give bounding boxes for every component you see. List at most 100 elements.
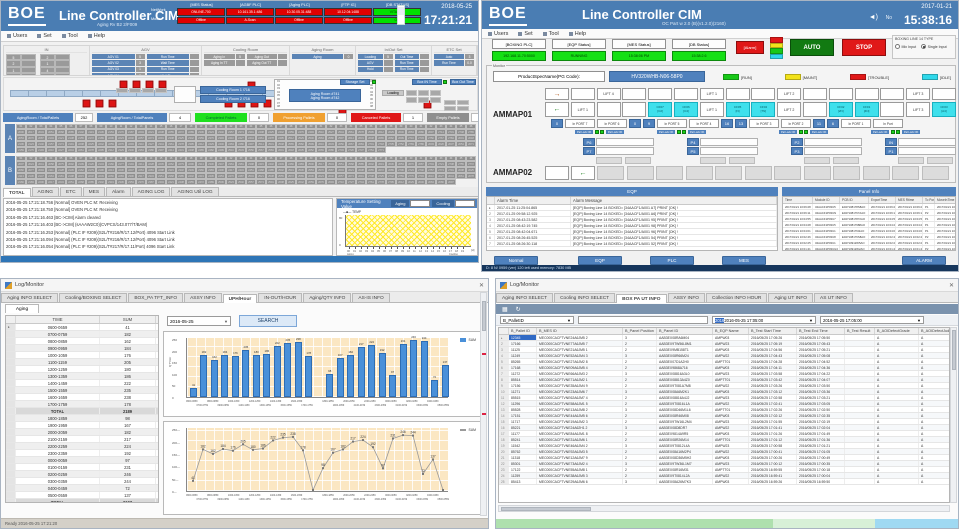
button-alarm[interactable]: ALARM [902,256,946,265]
table-row[interactable]: 0500-0559 137 [6,492,158,499]
tab-box-pa-tft-info[interactable]: BOX_PA TFT_INFO [128,293,184,302]
table-row[interactable]: 1100-1159 205 [6,359,158,366]
table-row[interactable]: 18 85241 MEC000CACFTVNE31A6JM6 1 2 AAB3EX08R… [499,437,949,443]
menu-item-tool[interactable]: Tool [61,33,78,39]
button-eqp[interactable]: EQP [578,256,622,265]
alarm-button[interactable]: [Alarm] [736,41,764,54]
subtab-aging[interactable]: Aging [5,304,39,313]
date-to-picker[interactable]: 2016-05-25 17:05:00 ▼ [820,316,924,324]
menu-item-users[interactable]: Users [7,33,27,39]
date-from-picker[interactable]: 2016 2016-05-25 17:05:00 ▼ [712,316,816,324]
field-select[interactable]: B_PalletID ▼ [500,316,574,324]
p-port-field[interactable] [700,147,758,155]
tab-as-ut-info[interactable]: AS UT INFO [814,293,853,302]
table-row[interactable]: 7 2017-01-25 08:26:30.118 [EQP] Boxing Lin… [487,241,777,247]
p-port-field[interactable] [898,147,956,155]
table-row[interactable]: 20 85762 MEC000CACFTVNE92A6JM3 5 2 AAB3EX08A… [499,449,949,455]
menu-item-set[interactable]: Set [37,33,52,39]
table-row[interactable]: 0800-0859 162 [6,338,158,345]
tab-aging-info-select[interactable]: Aging INFO SELECT [1,293,59,302]
table-row[interactable]: 17 11177 MEC000CACFTVNE84A6JM1 8 2 AAB3EX981… [499,431,949,437]
table-row[interactable]: 1900-1959 167 [6,422,158,429]
tab-alarm[interactable]: Alarm [106,187,131,196]
table-row[interactable]: 23 17122 MEC000CACFTVNE55A6JM8 1 2 AAB3EX08R… [499,467,949,473]
tab-aging-log[interactable]: AGING LOG [131,187,171,196]
cooling-value-box[interactable] [455,200,475,207]
table-row[interactable]: 22 85301 MEC000CACFTVNE73A6JM2 4 3 AAB3EX9TW… [499,461,949,467]
tab-uph-hour[interactable]: UPH/Hour [222,294,258,303]
tab-in-out-hour[interactable]: IN-OUT/HOUR [258,293,303,302]
table-row[interactable]: 4 2017-01-25 08:42:19.745 [EQP] Boxing Lin… [487,223,777,229]
tab-as-is-info[interactable]: AS-IS INFO [352,293,390,302]
table-row[interactable]: 5 2017-01-25 08:42:04.671 [EQP] Boxing Lin… [487,229,777,235]
window-titlebar[interactable]: Log/Monitor ✕ [496,279,958,292]
vertical-scrollbar[interactable] [480,292,487,516]
tab-cooling-info-select[interactable]: Cooling INFO SELECT [554,293,616,302]
table-row[interactable]: 0000-0059 97 [6,457,158,464]
tab-aging-util-log[interactable]: AGING Util LOG [171,187,219,196]
table-row[interactable]: 2017/01/21 10:02:46 34AACF1P03U8 E04710817… [783,234,955,240]
table-row[interactable]: 25 85413 MEC000CACFTVNE29A6JM6 6 3 AAB3EX08A… [499,479,949,485]
tab-collection-info-hour[interactable]: Collection INFO HOUR [706,293,768,302]
table-row[interactable]: 3 11125 MEC000CACFTVNE21A6JM5 1 2 AAB3EX9MB1… [499,347,949,353]
table-row[interactable]: 2200-2259 224 [6,443,158,450]
table-row[interactable]: 0100-0159 231 [6,464,158,471]
horizontal-scrollbar[interactable] [498,505,950,512]
stop-button[interactable]: STOP [842,39,886,56]
table-row[interactable]: 21 11318 MEC000CACFTVNE12A6JM7 9 2 AAB3EX08D… [499,455,949,461]
vertical-scrollbar[interactable] [950,327,957,503]
aging-mode-button[interactable]: Aging [391,200,410,207]
table-row[interactable]: 1800-1859 98 [6,415,158,422]
tab-box-pa-ut-info[interactable]: BOX PA UT INFO [616,294,667,303]
p-port-field[interactable] [596,147,654,155]
table-row[interactable]: 14 17151 MEC000CACFTVNE44A6JM5 6 2 AAB3EX08R… [499,413,949,419]
table-row[interactable]: 16 85221 MEC000CACFTVNE24A62H1 2 3 AAB3EX08D… [499,425,949,431]
export-icon[interactable]: ▦ [502,306,508,313]
menu-item-help[interactable]: Help [87,33,105,39]
table-row[interactable]: 1400-1459 222 [6,380,158,387]
filter-input[interactable] [578,316,708,324]
radio-single-input[interactable] [921,44,927,49]
table-row[interactable]: 7 11272 MEC000CACFTVNE66A6JM3 2 3 AAB3EX0881… [499,371,949,377]
search-button[interactable]: SEARCH [239,315,297,327]
tab-aging-info-select[interactable]: Aging INFO SELECT [496,293,554,302]
radio-option[interactable]: Single Input [921,44,947,49]
ut-data-table[interactable]: B_Pallet ID B_MES ID B_Panel Position B_Pan… [498,327,950,503]
table-row[interactable]: 0300-0359 244 [6,478,158,485]
table-row[interactable]: 2017/01/21 10:06:11 34AACF1P03UN E04710817… [783,210,955,216]
radio-mix-input[interactable] [895,44,900,49]
auto-button[interactable]: AUTO [790,39,834,56]
button-normal[interactable]: Normal [494,256,538,265]
table-row[interactable]: 10 11271 MEC000CACFTVNE23A6JM6 7 3 AAB3EX08A… [499,389,949,395]
table-row[interactable]: 2017/01/21 10:04:01 34AACF1P03U1 E04710817… [783,228,955,234]
table-row[interactable]: 2017/01/21 10:02:25 34AACF1P03U1 E04710912… [783,240,955,246]
button-mes[interactable]: MES [722,256,766,265]
tab-assy-info[interactable]: ASSY INFO [184,293,222,302]
uph-table[interactable]: TIME SUM ▸ 0600-0659 41 0700-0759 182 0800-0859… [5,315,159,503]
window-titlebar[interactable]: Log/Monitor ✕ [1,279,488,292]
table-row[interactable]: 1600-1659 238 [6,394,158,401]
table-row[interactable]: ▸ 2017-01-25 11:25:04.865 [EQP] Boxing Lin… [487,205,777,211]
table-row[interactable]: 11 85515 MEC000CACFTVNE62A6JM7 4 2 AAB3EX088… [499,395,949,401]
date-picker[interactable]: 2016-05-25 ▼ [167,316,231,326]
table-row[interactable]: ▸ 12345 MEC000CACFTVNE24A6JM5 2 3 AAB3EX08RA… [499,335,949,341]
window-scroll-widget[interactable] [397,5,405,25]
table-row[interactable]: 2100-2159 217 [6,436,158,443]
table-row[interactable]: 1300-1359 186 [6,373,158,380]
table-row[interactable]: 2 2017-01-25 09:58:12.925 [EQP] Boxing Lin… [487,211,777,217]
cooling-mode-button[interactable]: Cooling [432,200,454,207]
panel-table[interactable]: Time Module ID PCB ID ExportTime MES Rtime To… [782,196,956,251]
menu-item-users[interactable]: Users [488,31,508,37]
table-row[interactable]: 12 11296 MEC000CACFTVNE58A6JM1 5 2 AAB3EX9T0… [499,401,949,407]
table-row[interactable]: 2300-2359 192 [6,450,158,457]
close-icon[interactable]: ✕ [478,282,484,289]
table-row[interactable]: 0900-0959 184 [6,345,158,352]
table-row[interactable]: 13 85528 MEC000CACFTVNE13A6JM8 2 3 AAB3EX08D… [499,407,949,413]
table-row[interactable]: 24 11259 MEC000CACFTVNE38A6JM5 3 2 AAB3EX9T0… [499,473,949,479]
table-row[interactable]: 1700-1759 178 [6,401,158,408]
button-plc[interactable]: PLC [650,256,694,265]
table-row[interactable]: 2 17166 MEC000CACFTVNE77A6JM5 7 2 AAB3EX9TW5… [499,341,949,347]
table-row[interactable]: 2017/01/21 10:01:41 34AACF1P03UG3 E0471091… [783,246,955,250]
table-row[interactable]: 1500-1559 235 [6,387,158,394]
table-row[interactable]: 6 2017-01-25 08:26:45.525 [EQP] Boxing Lin… [487,235,777,241]
